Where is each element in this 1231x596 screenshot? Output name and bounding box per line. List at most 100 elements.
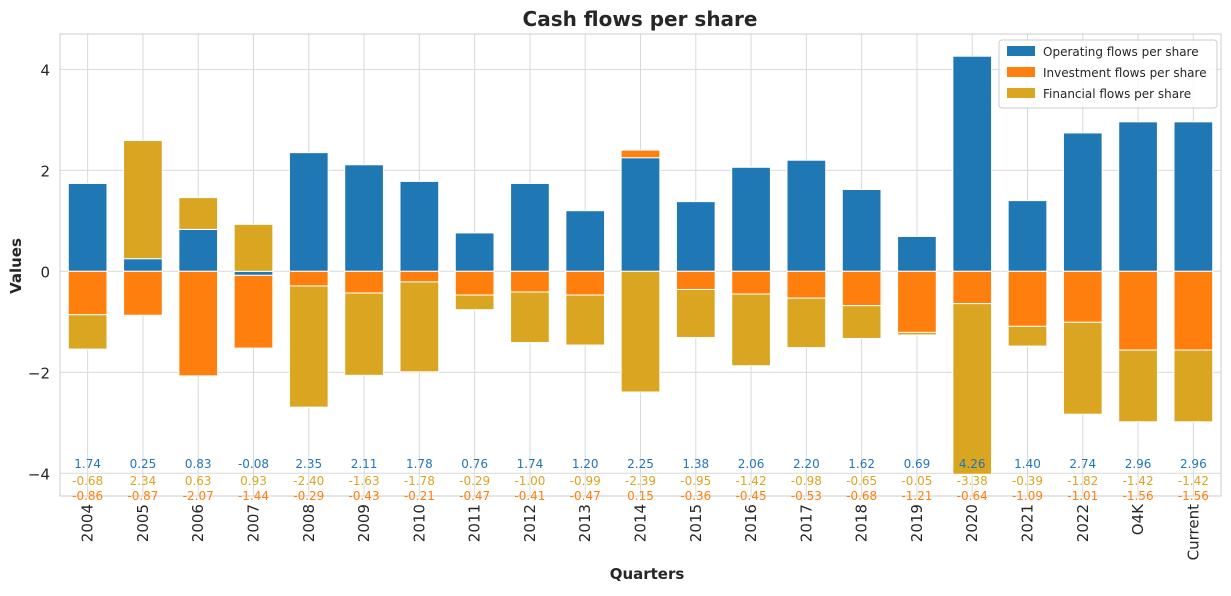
x-tick-label: 2009 (355, 504, 373, 542)
legend-label: Financial flows per share (1043, 87, 1191, 101)
data-label: -0.86 (72, 489, 103, 503)
data-label: -0.45 (736, 489, 767, 503)
data-label: 2.20 (793, 457, 820, 471)
bar-segment (841, 270, 882, 307)
data-label: 0.15 (627, 489, 654, 503)
data-label: 2.96 (1180, 457, 1207, 471)
bar-segment (675, 201, 716, 272)
data-label: -0.47 (570, 489, 601, 503)
data-label: 0.93 (240, 474, 267, 488)
data-label: 1.74 (517, 457, 544, 471)
data-label: -1.42 (1123, 474, 1154, 488)
bar-segment (288, 152, 329, 272)
data-label: 0.83 (185, 457, 212, 471)
bar-segment (288, 285, 329, 408)
bar-segment (344, 164, 384, 272)
bar-segment (123, 270, 163, 316)
bar-segment (786, 159, 827, 272)
data-label: -1.78 (404, 474, 435, 488)
data-label: -0.87 (127, 489, 158, 503)
data-label: -0.98 (791, 474, 822, 488)
bar-segment (731, 293, 771, 367)
x-tick-label: 2015 (687, 504, 705, 542)
bar-segment (731, 166, 771, 272)
data-label: 1.78 (406, 457, 433, 471)
x-tick-label: 2014 (632, 504, 650, 542)
data-label: -0.43 (349, 489, 380, 503)
bar-segment (399, 281, 440, 373)
x-tick-label: Current (1184, 504, 1202, 560)
data-label: 1.40 (1014, 457, 1041, 471)
bar-segment (67, 270, 108, 316)
data-label: -1.01 (1067, 489, 1098, 503)
y-tick-label: −4 (28, 465, 50, 483)
x-tick-label: 2008 (300, 504, 318, 542)
data-label: -0.29 (293, 489, 324, 503)
bar-segment (178, 197, 219, 230)
data-label: -1.82 (1067, 474, 1098, 488)
x-tick-label: 2012 (521, 504, 539, 542)
legend-swatch (1007, 67, 1035, 77)
x-tick-label: 2017 (797, 504, 815, 542)
data-label: 2.34 (130, 474, 157, 488)
bar-segment (1173, 121, 1214, 272)
bar-segment (344, 270, 384, 294)
data-label: -1.56 (1123, 489, 1154, 503)
bar-segment (952, 270, 993, 305)
bar-segment (233, 270, 274, 276)
bar-segment (454, 232, 495, 272)
bar-segment (288, 270, 329, 287)
bar-segment (1007, 325, 1048, 347)
bar-segment (67, 314, 108, 350)
chart-title: Cash flows per share (523, 7, 758, 31)
data-label: 2.35 (295, 457, 322, 471)
data-label: -0.64 (957, 489, 988, 503)
x-tick-label: 2016 (742, 504, 760, 542)
y-tick-label: 4 (40, 61, 50, 79)
data-label: -0.39 (1012, 474, 1043, 488)
legend-label: Operating flows per share (1043, 45, 1199, 59)
bar-segment (178, 270, 219, 377)
bar-segment (897, 331, 937, 336)
data-label: -0.21 (404, 489, 435, 503)
bar-segment (123, 258, 163, 272)
bar-segment (399, 270, 440, 283)
data-label: 2.11 (351, 457, 378, 471)
data-label: 2.74 (1069, 457, 1096, 471)
bar-segment (786, 270, 827, 299)
data-label: 1.74 (74, 457, 101, 471)
data-label: -0.99 (570, 474, 601, 488)
x-tick-label: 2020 (963, 504, 981, 542)
bar-segment (510, 182, 550, 272)
bar-segment (67, 182, 108, 272)
data-label: -0.68 (72, 474, 103, 488)
bar-segment (510, 270, 550, 293)
data-label: 2.96 (1125, 457, 1152, 471)
bar-segment (841, 189, 882, 272)
data-label: -0.29 (459, 474, 490, 488)
y-axis-label: Values (7, 238, 25, 294)
data-label: -1.63 (349, 474, 380, 488)
x-tick-label: 2010 (410, 504, 428, 542)
bar-segment (123, 140, 163, 260)
data-label: -1.09 (1012, 489, 1043, 503)
bar-segment (897, 270, 937, 333)
x-tick-label: 2006 (189, 504, 207, 542)
y-tick-label: −2 (28, 364, 50, 382)
data-label: 0.63 (185, 474, 212, 488)
data-label: -1.42 (1178, 474, 1209, 488)
x-tick-label: 2007 (245, 504, 263, 542)
bar-segment (1062, 270, 1103, 323)
data-label: -0.05 (901, 474, 932, 488)
bar-segment (344, 292, 384, 376)
data-label: -0.47 (459, 489, 490, 503)
bar-segment (952, 55, 993, 272)
y-tick-label: 0 (40, 263, 50, 281)
x-tick-label: 2021 (1019, 504, 1037, 542)
x-tick-label: 2011 (466, 504, 484, 542)
data-label: -0.65 (846, 474, 877, 488)
bar-segment (675, 288, 716, 338)
bar-segment (620, 149, 661, 159)
data-label: -1.21 (901, 489, 932, 503)
